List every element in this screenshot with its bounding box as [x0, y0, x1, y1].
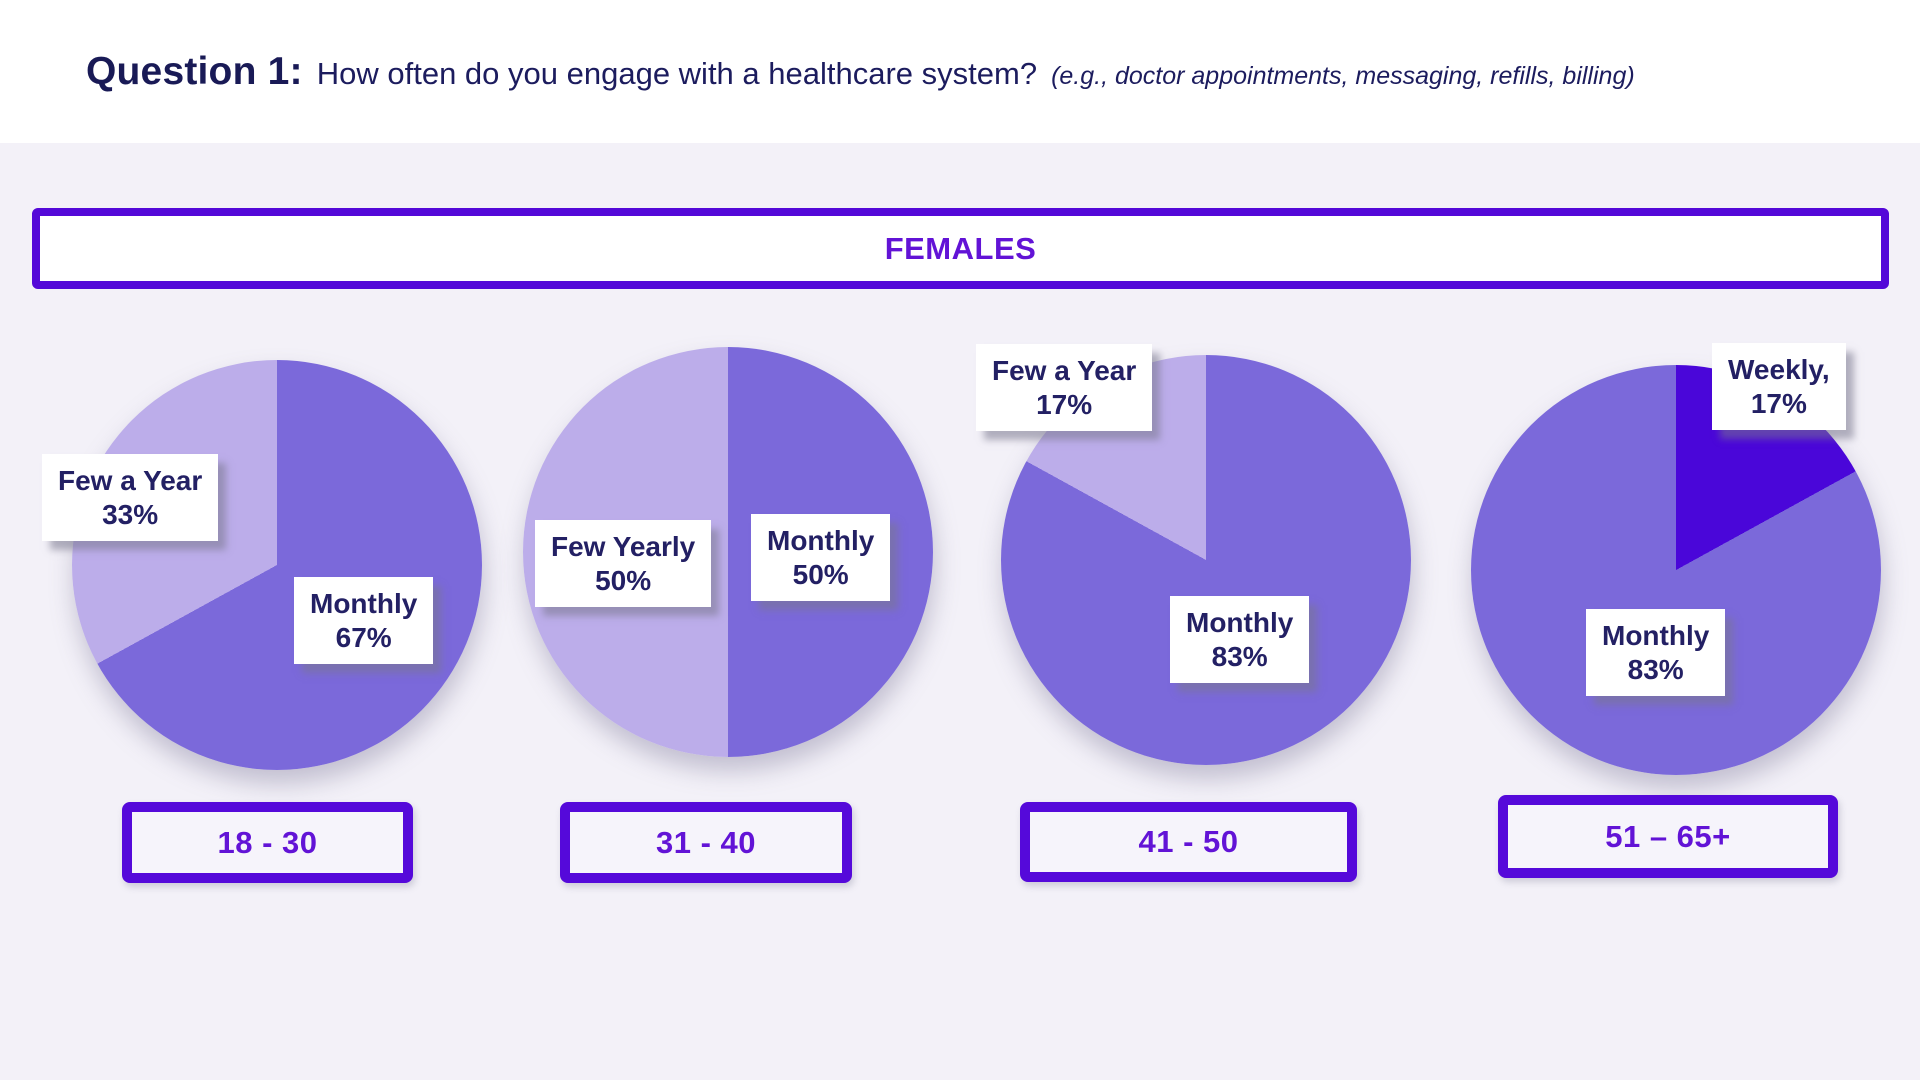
callout-label: Few a Year	[992, 355, 1137, 386]
callout-label: Monthly	[1186, 607, 1294, 638]
age-group-label: 18 - 30	[217, 824, 318, 860]
callout-percent: 17%	[1750, 387, 1807, 419]
callout-percent: 83%	[1211, 640, 1268, 672]
callout-31-40-few-yearly: Few Yearly 50%	[535, 520, 712, 608]
callout-percent: 83%	[1627, 653, 1684, 685]
callout-41-50-few-a-year: Few a Year 17%	[976, 344, 1153, 432]
callout-label: Few Yearly	[551, 531, 696, 562]
callout-percent: 33%	[102, 498, 159, 530]
pie-chart-51-65plus	[1471, 365, 1881, 775]
callout-41-50-monthly: Monthly 83%	[1170, 596, 1310, 684]
age-group-box-18-30: 18 - 30	[122, 802, 413, 883]
age-group-box-51-65plus: 51 – 65+	[1498, 795, 1838, 878]
callout-percent: 17%	[1036, 388, 1093, 420]
question-text: How often do you engage with a healthcar…	[316, 55, 1038, 91]
callout-label: Weekly,	[1728, 354, 1830, 385]
age-group-label: 31 - 40	[655, 824, 756, 860]
callout-51-65-monthly: Monthly 83%	[1586, 609, 1726, 697]
group-header-box: FEMALES	[32, 208, 1889, 289]
callout-18-30-few-a-year: Few a Year 33%	[42, 454, 219, 542]
question-number: Question 1:	[86, 49, 303, 93]
callout-percent: 50%	[792, 558, 849, 590]
age-group-box-31-40: 31 - 40	[560, 802, 852, 883]
callout-31-40-monthly: Monthly 50%	[751, 514, 891, 602]
title-strip: Question 1: How often do you engage with…	[0, 0, 1920, 143]
callout-label: Few a Year	[58, 465, 203, 496]
page-title: Question 1: How often do you engage with…	[86, 50, 1635, 94]
callout-label: Monthly	[310, 588, 418, 619]
callout-percent: 67%	[335, 621, 392, 653]
age-group-label: 51 – 65+	[1605, 818, 1731, 854]
callout-label: Monthly	[1602, 620, 1710, 651]
callout-percent: 50%	[595, 564, 652, 596]
question-note: (e.g., doctor appointments, messaging, r…	[1051, 61, 1635, 90]
group-header-label: FEMALES	[884, 230, 1037, 266]
pie-chart-18-30	[72, 360, 482, 770]
age-group-box-41-50: 41 - 50	[1020, 802, 1357, 882]
callout-51-65-weekly: Weekly, 17%	[1712, 343, 1846, 431]
age-group-label: 41 - 50	[1138, 824, 1239, 859]
callout-18-30-monthly: Monthly 67%	[294, 577, 434, 665]
callout-label: Monthly	[767, 525, 875, 556]
